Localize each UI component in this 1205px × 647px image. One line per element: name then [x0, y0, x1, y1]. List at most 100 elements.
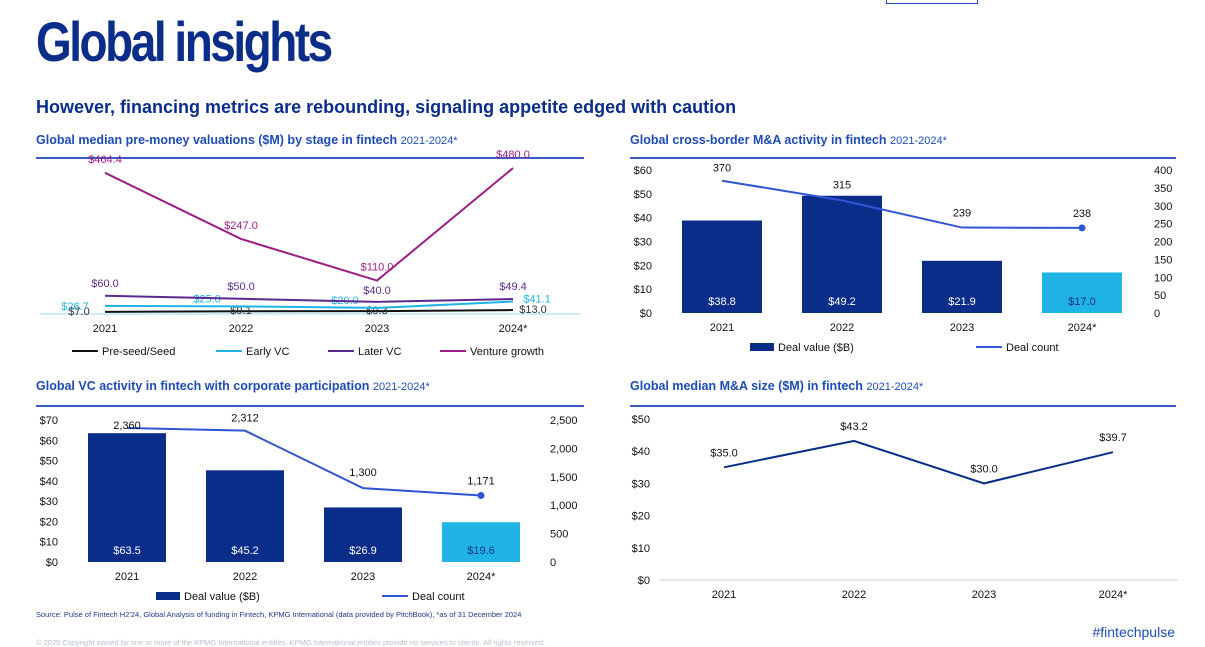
- crossborder-y-left-tick: $40: [634, 213, 652, 225]
- vc-x-tick: 2022: [233, 571, 257, 583]
- valuations-series-line: [104, 309, 514, 313]
- masize-data-label: $43.2: [840, 421, 868, 433]
- masize-y-tick: $40: [632, 446, 650, 458]
- valuations-title-years: 2021-2024*: [400, 135, 458, 147]
- vc-count-label: 1,171: [467, 475, 495, 487]
- crossborder-y-left-tick: $0: [640, 308, 652, 320]
- valuations-x-tick: 2021: [93, 323, 117, 335]
- masize-x-tick: 2024*: [1099, 589, 1128, 601]
- valuations-data-label: $50.0: [227, 281, 255, 293]
- masize-data-label: $39.7: [1099, 432, 1127, 444]
- valuations-legend-label: Pre-seed/Seed: [102, 346, 175, 358]
- crossborder-y-right-tick: 350: [1154, 183, 1172, 195]
- valuations-legend-label: Venture growth: [470, 346, 544, 358]
- valuations-data-label: $9.1: [230, 305, 251, 317]
- vc-title-text: Global VC activity in fintech with corpo…: [36, 379, 370, 393]
- vc-bar: [442, 522, 520, 562]
- crossborder-bar: [682, 220, 762, 313]
- masize-x-tick: 2022: [842, 589, 866, 601]
- fintechpulse-hashtag[interactable]: #fintechpulse: [1092, 624, 1175, 640]
- vc-y-left-tick: $70: [40, 415, 58, 427]
- crossborder-legend-line-label: Deal count: [1006, 342, 1059, 354]
- vc-y-left-tick: $60: [40, 435, 58, 447]
- masize-y-tick: $30: [632, 478, 650, 490]
- vc-bar: [206, 470, 284, 562]
- crossborder-y-right-tick: 200: [1154, 237, 1172, 249]
- vc-y-right-tick: 0: [550, 557, 556, 569]
- crossborder-bar-label: $17.0: [1068, 296, 1096, 308]
- masize-title-rule: [630, 405, 1176, 407]
- crossborder-y-right-tick: 400: [1154, 165, 1172, 177]
- crossborder-bar-label: $21.9: [948, 296, 976, 308]
- vc-legend-line-label: Deal count: [412, 591, 465, 603]
- top-nav-tab[interactable]: [886, 0, 978, 4]
- valuations-data-label: $60.0: [91, 278, 119, 290]
- masize-chart-title: Global median M&A size ($M) in fintech 2…: [630, 379, 923, 393]
- valuations-title-text: Global median pre-money valuations ($M) …: [36, 133, 398, 147]
- crossborder-bar: [922, 260, 1002, 313]
- valuations-chart-title: Global median pre-money valuations ($M) …: [36, 133, 458, 147]
- vc-bar-label: $63.5: [113, 545, 141, 557]
- crossborder-count-label: 238: [1073, 208, 1091, 220]
- valuations-data-label: $110.0: [361, 262, 394, 274]
- crossborder-x-tick: 2022: [830, 322, 854, 334]
- vc-count-marker: [477, 491, 485, 499]
- masize-x-tick: 2023: [972, 589, 996, 601]
- valuations-data-label: $49.4: [499, 281, 527, 293]
- vc-bar-label: $19.6: [467, 545, 495, 557]
- crossborder-count-label: 315: [833, 179, 851, 191]
- vc-y-left-tick: $10: [40, 537, 58, 549]
- valuations-title-rule: [36, 157, 584, 159]
- valuations-data-label: $41.1: [523, 294, 551, 306]
- page-title: Global insights: [36, 10, 333, 73]
- vc-y-left-tick: $30: [40, 496, 58, 508]
- crossborder-title-text: Global cross-border M&A activity in fint…: [630, 133, 887, 147]
- valuations-data-label: $7.0: [68, 306, 89, 318]
- vc-title-years: 2021-2024*: [372, 381, 430, 393]
- masize-line: [723, 439, 1114, 485]
- masize-x-tick: 2021: [712, 589, 736, 601]
- vc-y-left-tick: $50: [40, 456, 58, 468]
- crossborder-y-right-tick: 0: [1154, 308, 1160, 320]
- masize-title-text: Global median M&A size ($M) in fintech: [630, 379, 863, 393]
- crossborder-y-left-tick: $10: [634, 284, 652, 296]
- vc-title-rule: [36, 405, 584, 407]
- valuations-data-label: $13.0: [519, 304, 547, 316]
- vc-count-line: [126, 426, 482, 497]
- vc-bar: [324, 507, 402, 562]
- vc-y-right-tick: 500: [550, 529, 568, 541]
- source-note: Source: Pulse of Fintech H2'24, Global A…: [36, 610, 522, 619]
- vc-y-right-tick: 1,000: [550, 500, 578, 512]
- crossborder-y-left-tick: $30: [634, 237, 652, 249]
- vc-x-tick: 2024*: [467, 571, 496, 583]
- vc-bar: [88, 433, 166, 562]
- crossborder-count-marker: [1078, 224, 1086, 232]
- crossborder-bar-label: $49.2: [828, 296, 856, 308]
- crossborder-bar: [802, 195, 882, 313]
- crossborder-y-right-tick: 100: [1154, 272, 1172, 284]
- crossborder-y-left-tick: $50: [634, 189, 652, 201]
- crossborder-chart-title: Global cross-border M&A activity in fint…: [630, 133, 947, 147]
- vc-chart-title: Global VC activity in fintech with corpo…: [36, 379, 430, 393]
- vc-x-tick: 2023: [351, 571, 375, 583]
- copyright-note: © 2025 Copyright owned by one or more of…: [36, 638, 546, 647]
- valuations-series-line: [104, 294, 514, 303]
- vc-y-left-tick: $40: [40, 476, 58, 488]
- masize-y-tick: $50: [632, 414, 650, 426]
- valuations-series-line: [104, 167, 514, 282]
- crossborder-title-rule: [630, 157, 1176, 159]
- crossborder-count-label: 239: [953, 208, 971, 220]
- valuations-x-tick: 2022: [229, 323, 253, 335]
- masize-y-tick: $0: [638, 575, 650, 587]
- vc-y-left-tick: $0: [46, 557, 58, 569]
- vc-x-tick: 2021: [115, 571, 139, 583]
- vc-y-right-tick: 2,000: [550, 443, 578, 455]
- vc-count-label: 2,360: [113, 420, 141, 432]
- valuations-x-tick: 2023: [365, 323, 389, 335]
- valuations-data-label: $464.4: [88, 154, 122, 166]
- vc-count-label: 1,300: [349, 467, 377, 479]
- crossborder-legend-bar-swatch: [750, 343, 774, 351]
- valuations-series-line: [104, 300, 514, 309]
- valuations-legend-label: Later VC: [358, 346, 401, 358]
